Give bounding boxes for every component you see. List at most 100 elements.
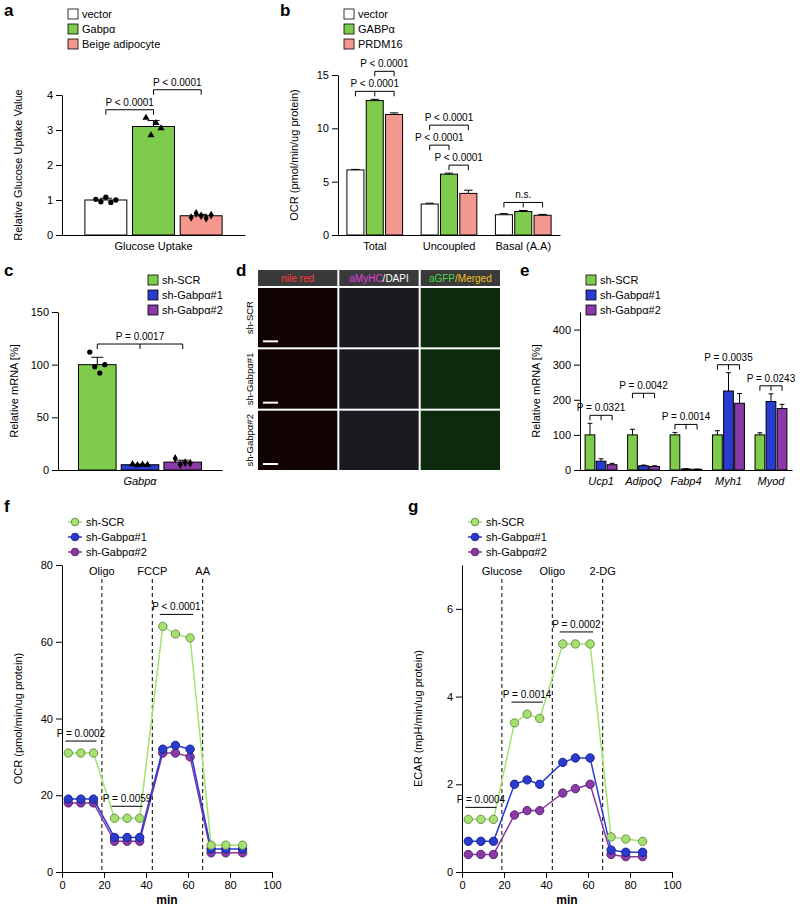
y-tick-mark xyxy=(456,784,462,785)
y-tick: 150 xyxy=(31,306,58,318)
panel: c050100150Relative mRNA [%]GabpαP = 0.00… xyxy=(4,261,223,487)
y-tick: 0 xyxy=(447,866,462,878)
bar xyxy=(386,114,403,235)
x-tick: 60 xyxy=(182,872,194,891)
error-bar xyxy=(684,468,689,469)
y-tick-label: 300 xyxy=(553,359,571,371)
annotation-line xyxy=(512,702,543,703)
legend-marker xyxy=(71,518,79,526)
y-tick-label: 40 xyxy=(41,713,53,725)
bar xyxy=(777,409,787,470)
legend-label: sh-SCR xyxy=(162,274,201,286)
x-axis: Gabpα xyxy=(59,470,223,487)
x-tick: 80 xyxy=(224,872,236,891)
legend: vectorGabpαBeige adipocyte xyxy=(68,8,160,50)
data-point xyxy=(87,349,92,354)
y-tick-label: 50 xyxy=(37,411,49,423)
data-point xyxy=(159,622,167,630)
data-point xyxy=(136,814,144,822)
x-tick: Fabp4 xyxy=(670,470,701,487)
x-tick-mark xyxy=(462,872,463,878)
event-label: 2-DG xyxy=(590,565,616,577)
bar xyxy=(596,461,606,470)
error-bar xyxy=(780,404,785,408)
error-bar xyxy=(588,423,593,435)
data-point xyxy=(207,841,215,849)
y-axis-title: Relative Glucose Uptake Value xyxy=(12,89,24,240)
panel-letter: g xyxy=(408,497,418,516)
y-tick: 5 xyxy=(323,176,338,188)
bar xyxy=(460,193,477,235)
y-tick-label: 0 xyxy=(47,866,53,878)
y-tick-mark xyxy=(56,719,62,720)
error-bar xyxy=(695,469,700,470)
error-bar xyxy=(599,459,604,461)
data-point xyxy=(142,114,149,120)
legend-label: sh-Gabpα#2 xyxy=(486,546,547,558)
x-axis: Ucp1AdipoQFabp4Myh1Myod xyxy=(581,470,793,487)
x-tick-label: Total xyxy=(363,240,386,252)
y-tick: 50 xyxy=(37,411,58,423)
x-axis-line xyxy=(63,872,273,873)
x-tick-mark xyxy=(504,872,505,878)
y-tick: 40 xyxy=(41,713,62,725)
error-bar xyxy=(370,99,379,100)
error-bar xyxy=(445,173,454,174)
y-tick-label: 80 xyxy=(41,559,53,571)
annotation: P < 0.0001 xyxy=(415,132,464,143)
legend: vectorGABPαPRDM16 xyxy=(344,8,403,50)
x-tick: 40 xyxy=(140,872,152,891)
significance-bracket xyxy=(449,165,468,170)
data-point xyxy=(222,841,230,849)
y-tick-label: 6 xyxy=(447,603,453,615)
data-point xyxy=(188,459,193,468)
significance-bracket xyxy=(154,90,202,95)
legend: sh-SCRsh-Gabpα#1sh-Gabpα#2 xyxy=(68,516,147,558)
y-axis-line xyxy=(462,566,463,873)
y-axis-line xyxy=(580,313,581,471)
y-tick: 300 xyxy=(553,359,580,371)
legend-swatch xyxy=(344,9,354,19)
x-axis-line xyxy=(339,235,561,236)
x-tick: 40 xyxy=(540,872,552,891)
figure: a01234Relative Glucose Uptake ValueGluco… xyxy=(0,0,800,912)
panel-letter: f xyxy=(4,497,10,516)
bar xyxy=(755,435,765,470)
x-axis: Glucose Uptake xyxy=(63,235,246,252)
data-point xyxy=(110,814,118,822)
data-point xyxy=(622,835,630,843)
y-axis-line xyxy=(62,96,63,236)
annotation: P = 0.0059 xyxy=(103,793,152,804)
data-point xyxy=(622,848,630,856)
y-axis: 0100200300400 xyxy=(553,313,581,477)
y-tick: 0 xyxy=(47,229,62,241)
data-point xyxy=(536,714,544,722)
y-tick-label: 400 xyxy=(553,324,571,336)
micrograph xyxy=(258,411,337,470)
annotation: P = 0.0042 xyxy=(619,380,668,391)
x-tick-label: 60 xyxy=(582,879,594,891)
x-tick: 20 xyxy=(498,872,510,891)
y-tick-label: 10 xyxy=(317,122,329,134)
bar xyxy=(650,466,660,470)
x-tick-label: 80 xyxy=(224,879,236,891)
y-tick-label: 60 xyxy=(41,636,53,648)
data-point xyxy=(189,213,194,222)
data-point xyxy=(186,634,194,642)
data-point xyxy=(638,837,646,845)
y-tick-label: 100 xyxy=(31,359,49,371)
error-bar xyxy=(757,433,762,435)
y-axis: 01234 xyxy=(47,89,63,241)
column-header-bg xyxy=(421,270,500,286)
bar xyxy=(766,402,776,470)
x-tick-label: Ucp1 xyxy=(588,475,614,487)
data-point xyxy=(171,630,179,638)
significance-bracket xyxy=(355,91,394,96)
y-axis-title: OCR (pmol/min/ug protein) xyxy=(288,89,300,220)
annotation-line xyxy=(65,741,96,742)
annotation: P < 0.0001 xyxy=(434,152,483,163)
legend-swatch xyxy=(344,39,354,49)
bar xyxy=(133,127,175,236)
data-point xyxy=(510,780,518,788)
error-bar xyxy=(737,393,742,403)
